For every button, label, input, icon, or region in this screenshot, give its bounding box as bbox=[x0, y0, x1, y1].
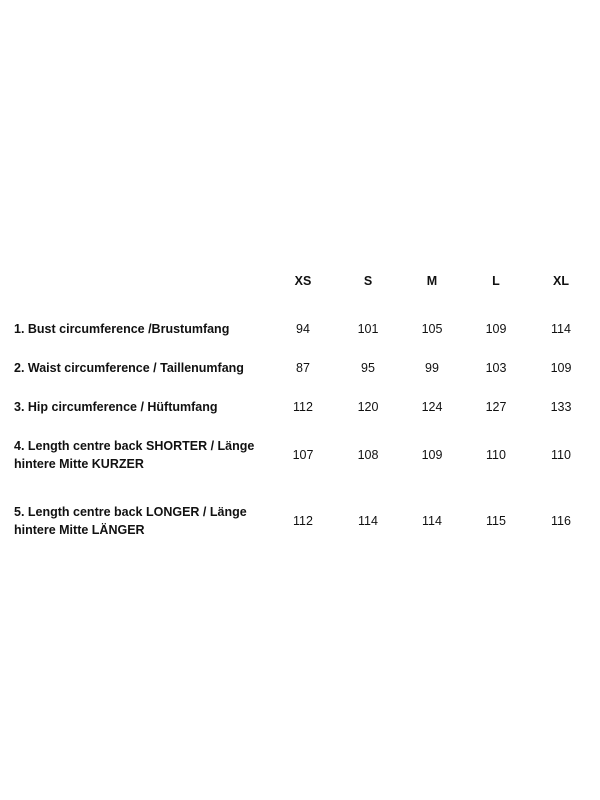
measure-value: 101 bbox=[357, 322, 379, 336]
size-header: S bbox=[363, 274, 373, 288]
measure-value: 120 bbox=[357, 400, 379, 414]
measure-value: 94 bbox=[296, 322, 310, 336]
measure-value: 114 bbox=[422, 514, 442, 528]
measure-value: 110 bbox=[551, 448, 571, 462]
measure-value: 108 bbox=[357, 448, 379, 462]
row-label: 1. Bust circumference /Brustumfang bbox=[14, 322, 230, 336]
row-label: 3. Hip circumference / Hüftumfang bbox=[14, 400, 218, 414]
measure-value: 110 bbox=[486, 448, 506, 462]
measure-value: 114 bbox=[551, 322, 571, 336]
measure-value: 112 bbox=[293, 400, 313, 414]
size-header: L bbox=[492, 274, 500, 288]
measure-value: 95 bbox=[361, 361, 375, 375]
row-label: hintere Mitte KURZER bbox=[14, 457, 144, 471]
row-label: 5. Length centre back LONGER / Länge bbox=[14, 505, 247, 519]
measure-value: 105 bbox=[421, 322, 443, 336]
measure-value: 109 bbox=[485, 322, 507, 336]
measure-value: 87 bbox=[296, 361, 310, 375]
row-label: hintere Mitte LÄNGER bbox=[14, 523, 145, 537]
size-header: XS bbox=[294, 274, 312, 288]
size-header: XL bbox=[553, 274, 569, 288]
row-label: 2. Waist circumference / Taillenumfang bbox=[14, 361, 244, 375]
measure-value: 109 bbox=[421, 448, 443, 462]
measure-value: 124 bbox=[421, 400, 443, 414]
measure-value: 103 bbox=[485, 361, 507, 375]
measure-value: 114 bbox=[358, 514, 378, 528]
measure-value: 99 bbox=[425, 361, 439, 375]
row-label: 4. Length centre back SHORTER / Länge bbox=[14, 439, 255, 453]
size-header: M bbox=[426, 274, 438, 288]
measure-value: 127 bbox=[485, 400, 507, 414]
measure-value: 115 bbox=[486, 514, 506, 528]
measure-value: 116 bbox=[551, 514, 571, 528]
measure-value: 109 bbox=[550, 361, 572, 375]
measure-value: 133 bbox=[550, 400, 572, 414]
measure-value: 112 bbox=[293, 514, 313, 528]
measure-value: 107 bbox=[292, 448, 314, 462]
